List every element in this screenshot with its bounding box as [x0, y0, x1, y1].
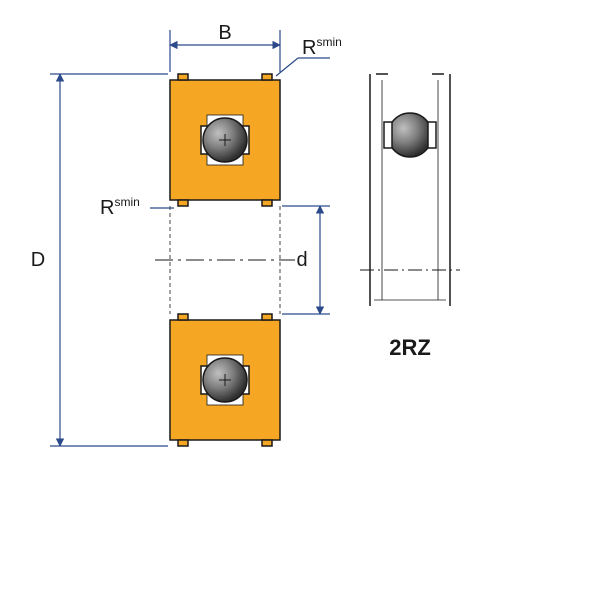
label-2rz: 2RZ — [389, 335, 431, 360]
label-rsmin-left: Rsmin — [100, 195, 140, 219]
label-rsmin-top: Rsmin — [302, 35, 342, 59]
label-d: d — [296, 249, 307, 271]
label-D: D — [31, 249, 45, 271]
label-B: B — [218, 22, 231, 44]
